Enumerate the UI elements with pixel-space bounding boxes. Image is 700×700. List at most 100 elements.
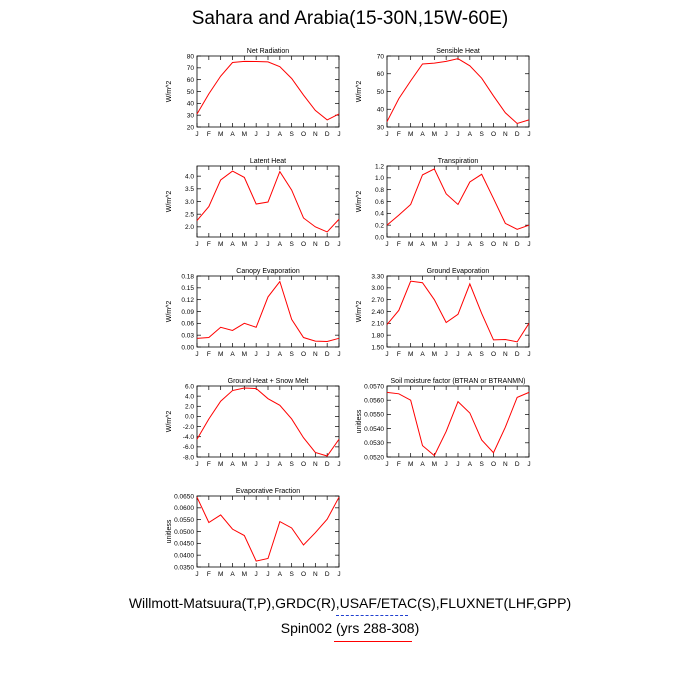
x-tick-label: A xyxy=(230,131,235,138)
x-tick-label: F xyxy=(207,571,211,578)
x-tick-label: F xyxy=(207,461,211,468)
x-tick-label: J xyxy=(456,131,459,138)
x-tick-label: J xyxy=(385,461,388,468)
x-tick-label: D xyxy=(325,351,330,358)
plot-frame xyxy=(196,495,340,568)
plot-frame xyxy=(386,165,530,238)
x-tick-label: J xyxy=(337,241,340,248)
x-tick-label: M xyxy=(432,461,437,468)
x-tick-label: A xyxy=(420,131,425,138)
y-tick-label: 0.0600 xyxy=(174,505,194,512)
panel-title: Net Radiation xyxy=(247,48,290,55)
x-tick-label: J xyxy=(195,461,198,468)
chart-panel-ground-evaporation: Ground Evaporation W/m^2 1.50 1.80 2.10 2.40 2… xyxy=(340,262,540,366)
x-tick-label: J xyxy=(255,241,258,248)
chart-soil-moisture: Soil moisture factor (BTRAN or BTRANMN) u… xyxy=(356,378,531,468)
y-tick-label: 0.09 xyxy=(181,309,194,316)
x-tick-label: O xyxy=(301,241,306,248)
panel-title: Soil moisture factor (BTRAN or BTRANMN) xyxy=(391,378,526,385)
chart-panel-sensible-heat: Sensible Heat W/m^2 30 40 50 60 70 J F M A M J J A S O N D… xyxy=(340,42,540,146)
chart-panel-canopy-evaporation: Canopy Evaporation W/m^2 0.00 0.03 0.06 0.09 0… xyxy=(150,262,350,366)
x-tick-label: D xyxy=(325,241,330,248)
x-tick-label: J xyxy=(255,351,258,358)
x-tick-label: J xyxy=(445,131,448,138)
x-tick-label: S xyxy=(479,351,484,358)
x-tick-label: N xyxy=(313,351,318,358)
y-axis-label: unitless xyxy=(356,409,363,433)
y-tick-label: 70 xyxy=(377,53,385,60)
y-tick-label: 1.50 xyxy=(371,344,384,351)
legend-line-model xyxy=(334,641,412,642)
x-tick-label: M xyxy=(218,461,223,468)
chart-panel-transpiration: Transpiration W/m^2 0.0 0.2 0.4 0.6 0.8 1.0 1.2 J… xyxy=(340,152,540,256)
x-tick-label: M xyxy=(218,131,223,138)
x-tick-label: M xyxy=(242,461,247,468)
panel-title: Ground Evaporation xyxy=(427,268,490,275)
x-tick-label: M xyxy=(408,241,413,248)
x-tick-label: S xyxy=(289,351,294,358)
x-tick-label: M xyxy=(218,571,223,578)
x-tick-label: J xyxy=(255,131,258,138)
x-tick-label: J xyxy=(385,131,388,138)
series-line xyxy=(196,170,340,233)
y-tick-label: 1.80 xyxy=(371,332,384,339)
x-tick-label: D xyxy=(515,461,520,468)
y-axis-label: W/m^2 xyxy=(166,301,173,323)
y-tick-label: 6.0 xyxy=(185,383,194,390)
y-tick-label: 0.0540 xyxy=(364,426,384,433)
x-tick-label: N xyxy=(313,241,318,248)
y-tick-label: 2.10 xyxy=(371,321,384,328)
x-tick-label: M xyxy=(432,351,437,358)
x-tick-label: J xyxy=(337,461,340,468)
series-line xyxy=(386,391,530,457)
main-title: Sahara and Arabia(15-30N,15W-60E) xyxy=(191,8,509,29)
y-tick-label: 2.0 xyxy=(185,224,194,231)
x-tick-label: O xyxy=(301,461,306,468)
y-axis-label: unitless xyxy=(166,519,173,543)
x-tick-label: J xyxy=(445,461,448,468)
x-tick-label: A xyxy=(420,461,425,468)
x-tick-label: A xyxy=(230,461,235,468)
y-tick-label: 4.0 xyxy=(185,393,194,400)
chart-panel-ground-heat: Ground Heat + Snow Melt W/m^2 -8.0 -6.0 -4.0… xyxy=(150,372,350,476)
y-tick-label: -8.0 xyxy=(183,454,195,461)
y-tick-label: 60 xyxy=(187,77,195,84)
y-tick-label: 0.15 xyxy=(181,285,194,292)
x-tick-label: N xyxy=(503,351,508,358)
plot-frame xyxy=(196,55,340,128)
y-tick-label: 0.0 xyxy=(185,414,194,421)
x-tick-label: S xyxy=(479,461,484,468)
y-tick-label: 1.2 xyxy=(375,163,384,170)
y-axis-label: W/m^2 xyxy=(166,191,173,213)
y-tick-label: 30 xyxy=(377,124,385,131)
x-tick-label: J xyxy=(195,351,198,358)
y-tick-label: 0.0 xyxy=(375,234,384,241)
x-tick-label: F xyxy=(207,131,211,138)
chart-ground-heat: Ground Heat + Snow Melt W/m^2 -8.0 -6.0 -4.0… xyxy=(166,378,341,468)
x-tick-label: J xyxy=(385,241,388,248)
x-tick-label: F xyxy=(397,131,401,138)
x-tick-label: A xyxy=(468,131,473,138)
x-tick-label: F xyxy=(207,241,211,248)
y-tick-label: 0.18 xyxy=(181,273,194,280)
y-tick-label: 60 xyxy=(377,71,385,78)
y-tick-label: 0.0350 xyxy=(174,564,194,571)
y-tick-label: 0.0650 xyxy=(174,493,194,500)
plot-frame xyxy=(196,275,340,348)
footer-run: Spin002 (yrs 288-308) xyxy=(280,620,420,636)
x-tick-label: O xyxy=(491,461,496,468)
y-tick-label: 2.5 xyxy=(185,211,194,218)
panel-title: Latent Heat xyxy=(250,158,286,165)
series-line xyxy=(196,60,340,121)
y-tick-label: 1.0 xyxy=(375,175,384,182)
x-tick-label: O xyxy=(301,131,306,138)
x-tick-label: M xyxy=(242,571,247,578)
y-tick-label: 0.4 xyxy=(375,211,384,218)
x-tick-label: M xyxy=(242,351,247,358)
x-tick-label: F xyxy=(397,351,401,358)
x-tick-label: S xyxy=(289,131,294,138)
y-tick-label: -6.0 xyxy=(183,444,195,451)
x-tick-label: M xyxy=(432,131,437,138)
y-tick-label: 50 xyxy=(377,89,385,96)
